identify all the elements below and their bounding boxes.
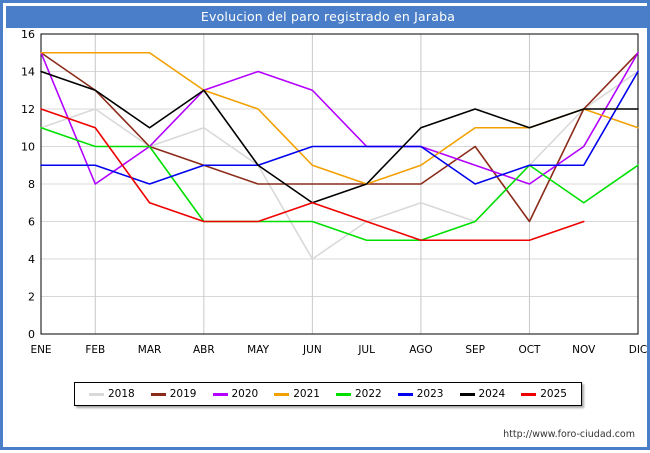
legend-label-2019: 2019 — [169, 388, 197, 400]
x-tick-label-ene: ENE — [30, 344, 51, 356]
y-tick-label: 6 — [28, 216, 35, 229]
legend-swatch-2025 — [521, 392, 537, 396]
plot-border — [40, 33, 639, 335]
x-tick-label-may: MAY — [247, 344, 269, 356]
legend-label-2022: 2022 — [355, 388, 382, 400]
y-tick-label: 4 — [28, 253, 35, 266]
y-tick-label: 8 — [28, 178, 35, 191]
y-tick-label: 16 — [21, 28, 35, 41]
legend-item-2024[interactable]: 2024 — [459, 388, 506, 400]
legend-swatch-2021 — [274, 392, 290, 396]
legend-swatch-2018 — [89, 392, 104, 396]
legend-label-2024: 2024 — [478, 388, 506, 400]
data-series-lines — [40, 51, 639, 260]
legend-item-2018[interactable]: 2018 — [89, 388, 135, 400]
legend-label-2023: 2023 — [416, 388, 444, 400]
series-line-2025 — [40, 108, 585, 242]
y-tick-label: 0 — [28, 328, 35, 341]
legend-swatch-2020 — [212, 392, 228, 396]
legend-item-2019[interactable]: 2019 — [150, 388, 197, 400]
legend-item-2021[interactable]: 2021 — [274, 388, 320, 400]
y-tick-label: 12 — [21, 103, 35, 116]
x-tick-label-mar: MAR — [138, 344, 162, 356]
legend-swatch-2024 — [459, 392, 475, 396]
source-url: http://www.foro-ciudad.com — [503, 429, 635, 440]
x-tick-label-abr: ABR — [193, 344, 215, 356]
legend-label-2025: 2025 — [540, 388, 567, 400]
plot-area-border — [40, 33, 639, 335]
y-tick-label: 2 — [28, 291, 35, 304]
legend-label-2018: 2018 — [108, 388, 135, 400]
legend-item-2025[interactable]: 2025 — [521, 388, 567, 400]
line-chart-svg: 0 2 4 6 8 10 12 14 16 ENE FEB MAR ABR MAY JUN JUL AGO SE… — [21, 28, 647, 356]
x-tick-label-dic: DIC — [629, 344, 648, 356]
series-line-2023 — [40, 70, 639, 185]
legend-swatch-2019 — [150, 392, 166, 396]
series-line-2020 — [40, 51, 639, 185]
legend-label-2021: 2021 — [293, 388, 320, 400]
legend-item-2023[interactable]: 2023 — [397, 388, 444, 400]
chart-canvas: 0 2 4 6 8 10 12 14 16 ENE FEB MAR ABR MAY JUN JUL AGO SE… — [3, 28, 650, 453]
chart-legend: 2018 2019 2020 2021 2022 2023 2024 2025 — [74, 382, 582, 406]
y-tick-label: 10 — [21, 141, 35, 154]
y-axis-tick-labels: 0 2 4 6 8 10 12 14 16 — [21, 28, 35, 341]
legend-swatch-2023 — [397, 392, 413, 396]
legend-label-2020: 2020 — [231, 388, 259, 400]
x-tick-label-ago: AGO — [409, 344, 432, 356]
x-tick-label-sep: SEP — [465, 344, 485, 356]
x-tick-label-jun: JUN — [302, 344, 322, 356]
x-tick-label-nov: NOV — [572, 344, 596, 356]
legend-item-2022[interactable]: 2022 — [336, 388, 382, 400]
legend-item-2020[interactable]: 2020 — [212, 388, 259, 400]
x-tick-label-oct: OCT — [518, 344, 541, 356]
window-title: Evolucion del paro registrado en Jaraba — [6, 6, 650, 28]
series-line-2018 — [40, 70, 639, 260]
y-tick-label: 14 — [21, 66, 35, 79]
x-axis-month-labels: ENE FEB MAR ABR MAY JUN JUL AGO SEP OCT NOV DIC — [30, 344, 647, 356]
series-line-2019 — [40, 51, 639, 223]
series-line-2024 — [40, 70, 639, 204]
legend-swatch-2022 — [336, 392, 351, 396]
x-tick-label-jul: JUL — [357, 344, 375, 356]
series-line-2022 — [40, 126, 639, 242]
x-tick-label-feb: FEB — [85, 344, 105, 356]
